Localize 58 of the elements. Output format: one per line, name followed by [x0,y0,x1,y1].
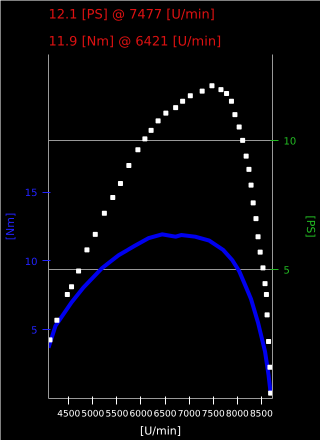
point [268,390,272,396]
y2-tick-label: 5 [31,326,38,337]
point [142,136,148,142]
point [110,194,116,200]
point [92,232,98,237]
point [236,124,242,130]
y-axis-title: [PS] [304,215,318,238]
point [173,105,178,110]
point [200,88,205,94]
point [209,83,214,88]
point [244,154,249,159]
x-tick-label: 5000 [81,410,105,420]
x-tick-label: 4500 [57,410,80,420]
x-tick-label: 7500 [202,410,225,420]
point [262,281,268,286]
point [246,166,252,172]
point [224,90,230,96]
point [240,138,246,143]
point [69,284,74,290]
text: 12.1 [PS] @ 7477 [U/min] [48,8,215,22]
point [102,210,107,216]
x-axis-title: [U/min] [140,424,182,438]
x-tick-label: 7000 [178,410,201,420]
point [180,98,186,104]
point [253,216,258,222]
point [248,182,254,188]
point [188,93,193,98]
x-tick-label: 8000 [226,410,250,420]
point [258,250,263,255]
point [264,312,270,318]
point [250,200,256,206]
point [228,98,234,104]
point [218,87,224,92]
point [118,181,123,186]
point [126,162,132,168]
point [256,234,261,240]
point [84,247,90,252]
x-tick-label: 6500 [154,410,177,420]
x-tick-label: 6000 [130,410,153,420]
x-tick-label: 8500 [250,410,274,420]
point [135,147,140,152]
y2-tick-label: 10 [24,256,38,268]
point [163,110,168,116]
point [232,112,238,118]
point [54,318,60,323]
x-tick-label: 5500 [105,410,129,420]
point [148,128,154,133]
point [76,268,82,274]
y2-tick-label: 15 [24,188,38,200]
point [64,292,70,297]
text: 11.9 [Nm] @ 6421 [U/min] [48,34,222,50]
point [156,118,161,124]
point [264,292,269,297]
point [48,337,52,342]
y2-axis-title: [Nm] [4,212,17,240]
point [260,265,266,270]
point [266,338,272,344]
point [267,364,272,370]
